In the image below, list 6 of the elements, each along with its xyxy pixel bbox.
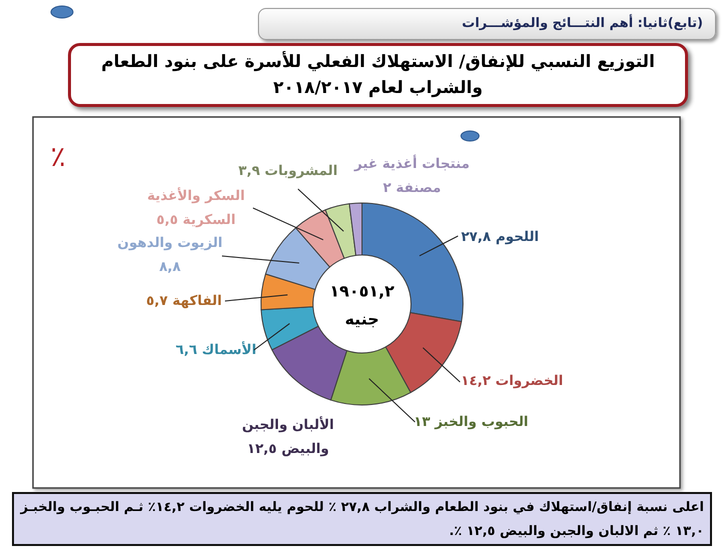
text: (تابع)ثانيا: أهم النتـــائج والمؤشـــرات [462, 15, 703, 33]
centre-label: ١٩٠٥١,٢ [330, 282, 394, 300]
chart-title: التوزيع النسبي للإنفاق/ الاستهلاك الفعلي للأسرة على بنود الطعام والشراب لعام ٢٠١٨/٢٠١٧ [100, 50, 656, 100]
centre-label: جنيه [344, 310, 380, 328]
text: اعلى نسبة إنفاق/استهلاك في بنود الطعام والشراب ٢٧,٨ ٪ للحوم يليه الخضروات ١٤,٢٪ ثـم الحبـوب والخبـز ١٣,٠ ٪ ثم الالبان والجبن والبيض ١٢,٥ ٪. [19, 499, 704, 541]
text: ٪ [50, 140, 66, 173]
